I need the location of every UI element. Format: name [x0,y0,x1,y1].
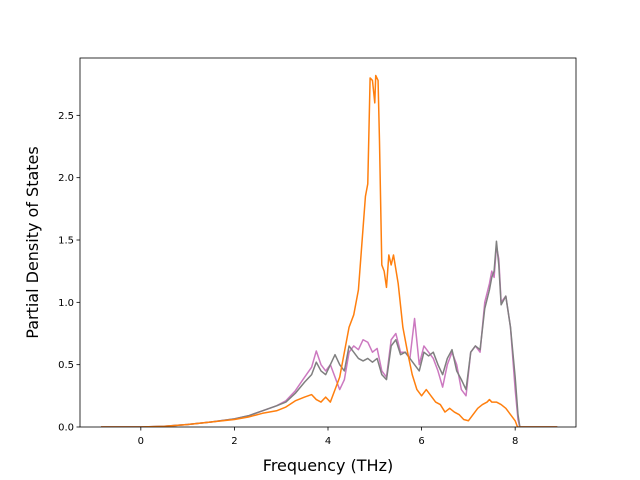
y-tick-label: 2.0 [58,173,74,184]
plot-frame [79,57,577,428]
x-axis-ticks: 0 2 4 6 8 [138,427,518,447]
x-tick-label: 4 [325,436,331,447]
x-tick-label: 8 [512,436,518,447]
x-tick-label: 0 [138,436,144,447]
y-tick-label: 2.5 [58,111,74,122]
series-line-3 [101,74,558,427]
y-tick-label: 1.0 [58,298,74,309]
series-layer [101,74,558,427]
x-axis-label: Frequency (THz) [263,456,393,475]
y-axis-label: Partial Density of States [23,146,42,338]
y-tick-label: 0.0 [58,423,74,434]
y-tick-label: 1.5 [58,236,74,247]
x-tick-label: 2 [231,436,237,447]
x-tick-label: 6 [418,436,424,447]
series-line-2 [101,240,558,427]
y-tick-label: 0.5 [58,360,74,371]
series-line-1 [101,245,558,427]
y-axis-ticks: 0.0 0.5 1.0 1.5 2.0 2.5 [58,111,80,434]
